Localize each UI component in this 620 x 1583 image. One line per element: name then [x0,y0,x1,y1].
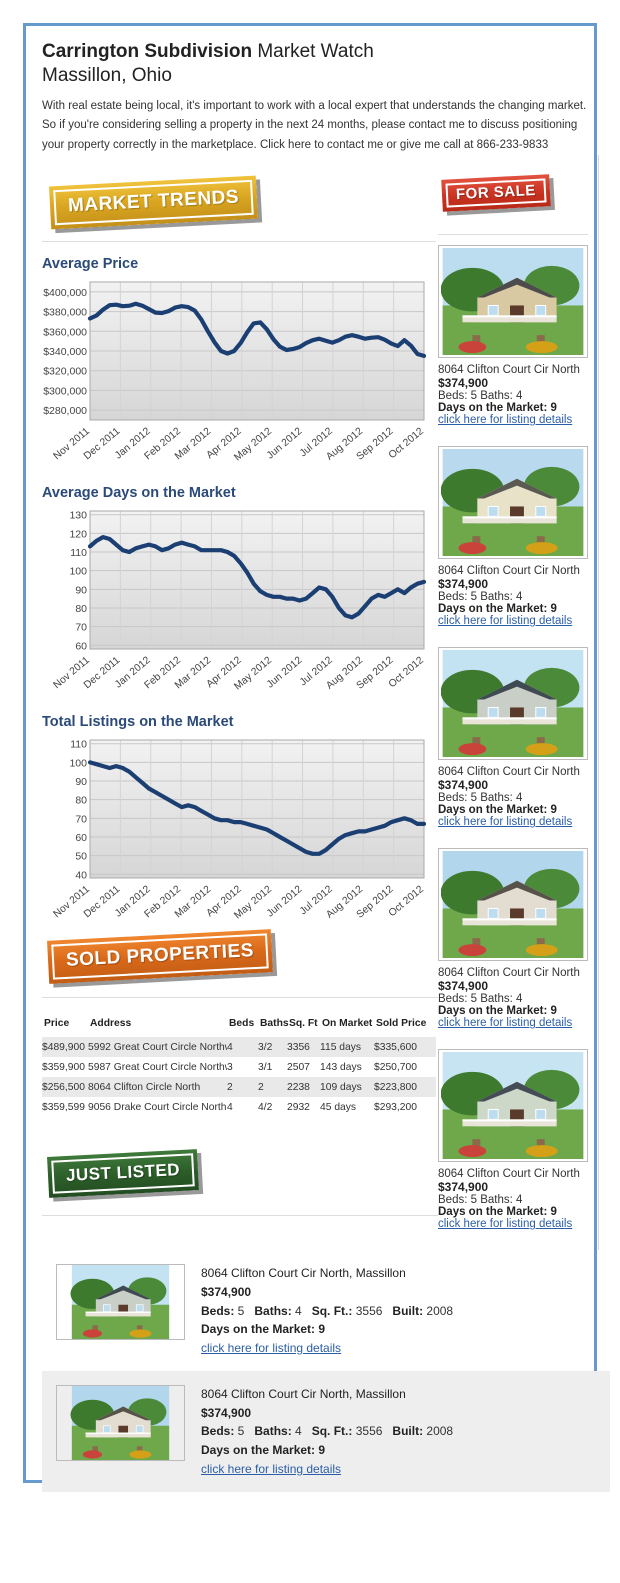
svg-text:$300,000: $300,000 [43,386,87,398]
svg-text:$320,000: $320,000 [43,366,87,378]
svg-text:120: 120 [69,529,87,541]
svg-text:$360,000: $360,000 [43,327,87,339]
svg-text:$380,000: $380,000 [43,307,87,319]
svg-text:40: 40 [75,870,87,882]
svg-text:$400,000: $400,000 [43,287,87,299]
svg-text:50: 50 [75,851,87,863]
svg-text:110: 110 [70,547,87,559]
svg-text:130: 130 [69,510,87,522]
svg-text:60: 60 [75,832,87,844]
svg-text:80: 80 [75,795,87,807]
svg-text:100: 100 [69,566,87,578]
svg-text:110: 110 [70,739,87,751]
svg-text:90: 90 [75,585,87,597]
svg-text:70: 70 [75,622,87,634]
svg-text:70: 70 [75,814,87,826]
svg-text:$340,000: $340,000 [43,346,87,358]
svg-text:80: 80 [75,603,87,615]
svg-text:60: 60 [75,641,87,653]
svg-text:100: 100 [69,758,87,770]
svg-text:90: 90 [75,776,87,788]
svg-text:$280,000: $280,000 [43,405,87,417]
